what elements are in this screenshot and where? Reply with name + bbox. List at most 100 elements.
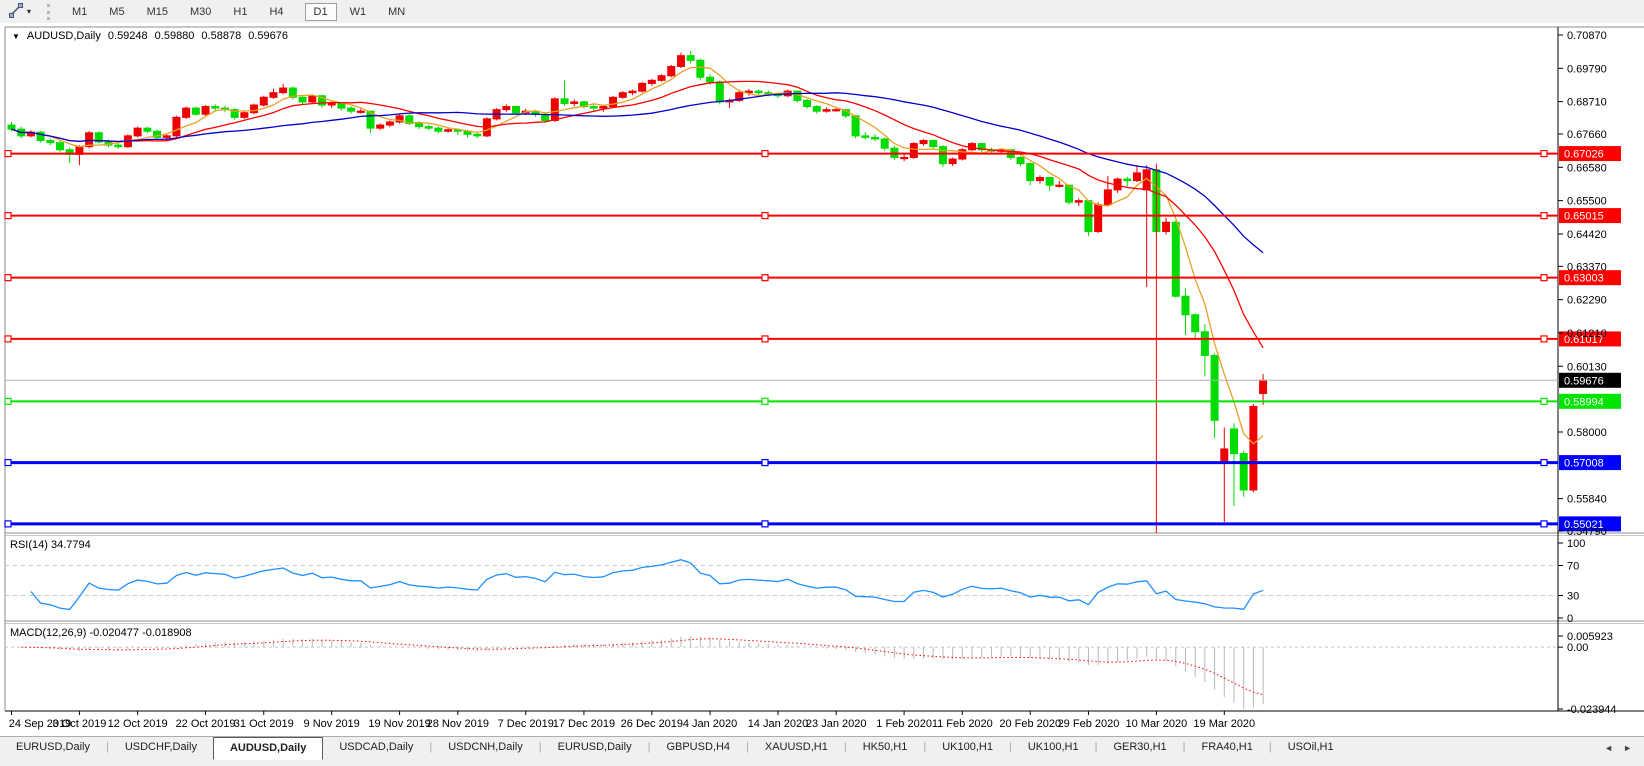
- level-marker[interactable]: [1540, 520, 1548, 528]
- candle-up: [1132, 172, 1141, 182]
- tab-scroll-left-icon[interactable]: ◄: [1604, 743, 1614, 753]
- date-tick-label: 17 Dec 2019: [553, 718, 615, 730]
- level-marker[interactable]: [1540, 274, 1548, 282]
- price-tick-label: 0.68710: [1567, 97, 1607, 109]
- tab-separator: |: [746, 741, 749, 753]
- level-marker[interactable]: [761, 149, 769, 158]
- level-marker[interactable]: [4, 149, 12, 158]
- tab-separator: |: [538, 741, 542, 753]
- candle-up: [376, 124, 385, 129]
- candle-down: [337, 102, 346, 109]
- level-marker[interactable]: [761, 274, 769, 282]
- axis-price-label-bg: [1559, 516, 1621, 532]
- axis-price-label-bg: [1559, 208, 1621, 224]
- chart-tab-UK100-H1[interactable]: UK100,H1: [942, 741, 993, 753]
- chart-tab-EURUSD-Daily[interactable]: EURUSD,Daily: [16, 741, 90, 753]
- level-marker[interactable]: [1540, 397, 1548, 405]
- level-marker[interactable]: [4, 397, 12, 405]
- timeframe-button-W1[interactable]: W1: [349, 5, 367, 18]
- candle-up: [356, 110, 365, 113]
- candle-down: [812, 106, 821, 112]
- level-marker[interactable]: [4, 212, 12, 220]
- candle-up: [1249, 405, 1258, 491]
- candle-up: [919, 139, 928, 145]
- chart-tab-XAUUSD-H1[interactable]: XAUUSD,H1: [764, 741, 828, 753]
- timeframe-button-H4[interactable]: H4: [269, 5, 284, 18]
- level-marker[interactable]: [761, 520, 769, 528]
- chart-tab-USOil-H1[interactable]: USOil,H1: [1287, 741, 1334, 753]
- level-marker[interactable]: [761, 397, 769, 405]
- level-marker[interactable]: [761, 335, 769, 343]
- level-marker[interactable]: [1540, 335, 1548, 343]
- tab-separator: |: [1008, 741, 1012, 753]
- macd-axis-label: 0.005923: [1567, 631, 1613, 643]
- chart-tab-UK100-H1[interactable]: UK100,H1: [1027, 741, 1079, 753]
- price-tick-label: 0.62290: [1567, 295, 1607, 307]
- chart-title: ▼ AUDUSD,Daily 0.59248 0.59880 0.58878 0…: [12, 30, 288, 42]
- chart-tab-FRA40-H1[interactable]: FRA40,H1: [1201, 741, 1253, 753]
- date-tick-label: 1 Feb 2020: [876, 718, 932, 730]
- level-marker[interactable]: [4, 520, 12, 528]
- level-marker[interactable]: [761, 458, 769, 467]
- level-marker[interactable]: [4, 458, 12, 467]
- level-marker[interactable]: [1540, 149, 1548, 158]
- price-tick-label: 0.58000: [1567, 427, 1607, 439]
- level-marker[interactable]: [1540, 458, 1548, 467]
- date-tick-label: 28 Nov 2019: [427, 718, 489, 730]
- candle-down: [143, 127, 152, 132]
- timeframe-button-MN[interactable]: MN: [388, 5, 406, 18]
- rsi-axis-label: 70: [1567, 561, 1579, 573]
- candle-down: [1200, 331, 1209, 356]
- chart-tab-USDCAD-Daily[interactable]: USDCAD,Daily: [339, 741, 414, 753]
- candle-down: [1239, 453, 1248, 491]
- level-marker[interactable]: [761, 212, 769, 220]
- candle-up: [1055, 184, 1064, 187]
- panel-frames: [4, 26, 1644, 712]
- line-tool-button[interactable]: ▾: [2, 0, 37, 23]
- tab-separator: |: [1182, 741, 1186, 753]
- toolbar: ▾ M1 M5 M15 M30 H1 H4 D1 W1 MN: [0, 0, 1644, 24]
- date-tick-label: 10 Mar 2020: [1125, 718, 1187, 730]
- timeframe-button-D1[interactable]: D1: [304, 2, 337, 21]
- ohlc-low: 0.58878: [201, 30, 242, 42]
- chart-tab-USDCHF-Daily[interactable]: USDCHF,Daily: [124, 741, 197, 753]
- chart-tab-GER30-H1[interactable]: GER30,H1: [1113, 741, 1167, 753]
- candle-up: [201, 106, 210, 115]
- date-tick-label: 20 Feb 2020: [999, 718, 1061, 730]
- timeframe-button-M15[interactable]: M15: [146, 5, 168, 18]
- level-marker[interactable]: [1540, 212, 1548, 220]
- candle-up: [832, 109, 841, 112]
- price-tick-label: 0.67660: [1567, 129, 1607, 141]
- price-chart[interactable]: 100 70 30 0 0.67026 0.65015 0.63003 0.61017 0.58…: [0, 23, 1644, 736]
- date-tick-label: 19 Nov 2019: [368, 718, 430, 730]
- chart-tab-USDCNH-Daily[interactable]: USDCNH,Daily: [448, 741, 523, 753]
- ohlc-close: 0.59676: [248, 30, 288, 42]
- timeframe-button-M1[interactable]: M1: [72, 5, 88, 18]
- axis-price-label: 0.61017: [1564, 334, 1604, 346]
- price-tick-label: 0.61210: [1567, 328, 1607, 340]
- timeframe-button-M5[interactable]: M5: [109, 5, 125, 18]
- timeframe-button-H1[interactable]: H1: [233, 5, 248, 18]
- chart-tab-AUDUSD-Daily[interactable]: AUDUSD,Daily: [212, 737, 324, 760]
- timeframe-button-M30[interactable]: M30: [189, 5, 212, 18]
- candle-up: [676, 55, 685, 67]
- dropdown-arrow-icon[interactable]: ▼: [12, 31, 20, 41]
- level-marker[interactable]: [4, 335, 12, 343]
- axis-price-label: 0.57008: [1564, 458, 1604, 470]
- candle-down: [560, 98, 569, 104]
- level-marker[interactable]: [4, 274, 12, 282]
- ohlc-open: 0.59248: [107, 30, 148, 42]
- date-tick-label: 26 Dec 2019: [621, 718, 683, 730]
- candle-up: [395, 115, 404, 123]
- candle-down: [114, 144, 123, 148]
- candle-up: [647, 79, 656, 84]
- candle-down: [1210, 354, 1219, 421]
- chart-tab-GBPUSD-H4[interactable]: GBPUSD,H4: [666, 741, 731, 753]
- chart-tab-EURUSD-Daily[interactable]: EURUSD,Daily: [557, 741, 632, 753]
- chart-tab-HK50-H1[interactable]: HK50,H1: [862, 741, 908, 753]
- date-tick-label: 14 Jan 2020: [748, 718, 809, 730]
- tab-scroll-right-icon[interactable]: ►: [1623, 743, 1632, 753]
- line-tool-icon: [8, 2, 24, 21]
- candle-up: [744, 90, 753, 94]
- candle-down: [686, 55, 695, 61]
